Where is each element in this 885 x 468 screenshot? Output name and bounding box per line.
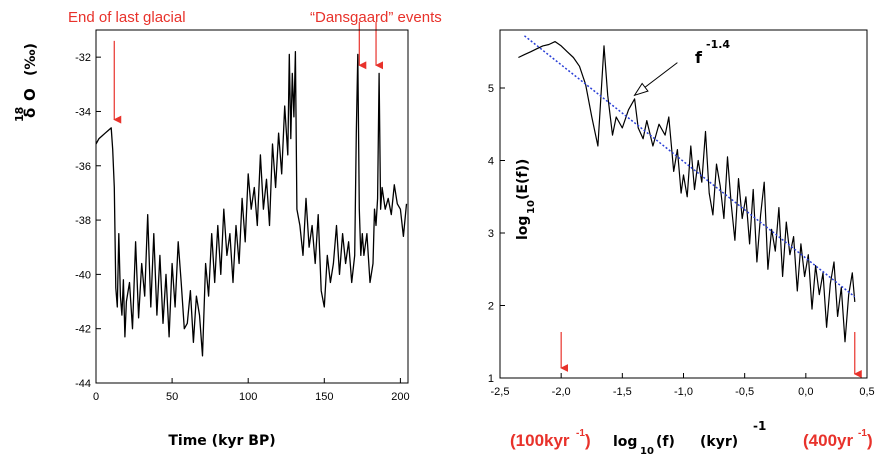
right-xlabel-sub: 10 [640,446,654,457]
left-ylabel-unit: (‰) [23,43,39,76]
right-xtick-label: -1,0 [674,386,693,398]
annotation-100kyr-main: (100kyr [510,431,570,450]
annotation-400yr: (400yr -1 ) [803,428,873,450]
annotation-power-law: f -1.4 [695,38,730,67]
left-chart-ticks: 0 50 100 150 200 -44 -42 -40 -38 -36 -34 -32 [75,52,409,403]
left-xtick-label: 100 [239,391,257,403]
left-ytick-label: -36 [75,161,91,173]
left-ytick-label: -34 [75,106,91,118]
left-chart-series [95,51,408,357]
left-ytick-label: -42 [75,324,91,336]
right-ylabel: log 10 (E(f)) [515,159,537,240]
left-plot-frame [95,29,409,384]
left-xtick-label: 0 [93,391,99,403]
left-chart-annotations [113,21,384,124]
left-ytick-label: -38 [75,215,91,227]
annotation-end-of-last-glacial: End of last glacial [68,9,186,26]
annotation-100kyr: (100kyr -1 ) [510,428,591,450]
right-xtick-label: 0,0 [798,386,813,398]
right-xtick-label: -2,0 [552,386,571,398]
right-chart-series [518,35,856,343]
right-xlabel-power: -1 [753,419,766,433]
left-ytick-label: -32 [75,52,91,64]
spectrum-line [518,40,856,343]
right-ytick-label: 1 [488,373,494,385]
left-xtick-label: 50 [166,391,178,403]
right-xtick-label: -0,5 [735,386,754,398]
right-ytick-label: 4 [488,156,494,168]
left-ylabel: δ 18 O (‰) [13,43,39,122]
power-law-arrow-head [633,82,649,97]
left-ylabel-element: O [21,88,39,101]
left-ylabel-symbol: δ [21,108,39,118]
annotation-100kyr-suffix: ) [585,431,591,450]
right-xtick-label: -2,5 [491,386,510,398]
right-chart-annotations [560,62,862,378]
right-xtick-label: 0,5 [859,386,874,398]
annotation-power-law-f: f [695,48,703,67]
left-chart: 0 50 100 150 200 -44 -42 -40 -38 -36 -34 -32 Time (… [13,9,442,449]
left-ytick-label: -40 [75,269,91,281]
annotation-dansgaard-events: “Dansgaard” events [310,9,442,26]
left-ytick-label: -44 [75,378,91,390]
left-series-line-0 [95,51,408,357]
right-ytick-label: 2 [488,301,494,313]
right-ytick-label: 5 [488,83,494,95]
right-ytick-label: 3 [488,228,494,240]
right-ylabel-main: log [515,216,531,240]
left-xtick-label: 200 [391,391,409,403]
annotation-100kyr-sup: -1 [576,428,585,439]
annotation-400yr-sup: -1 [858,428,867,439]
right-plot-frame [499,29,868,379]
right-xtick-label: -1,5 [613,386,632,398]
right-xlabel-unit: (kyr) [700,434,738,450]
left-xlabel: Time (kyr BP) [168,433,275,449]
annotation-400yr-suffix: ) [867,431,873,450]
annotation-power-law-exponent: -1.4 [706,38,730,51]
right-chart-ticks: -2,5 -2,0 -1,5 -1,0 -0,5 0,0 0,5 1 2 3 4 5 [488,83,875,398]
left-xtick-label: 150 [315,391,333,403]
right-xlabel: log 10 (f) (kyr) -1 [613,419,766,457]
annotation-400yr-main: (400yr [803,431,853,450]
right-xlabel-arg: (f) [656,434,675,450]
right-chart: -2,5 -2,0 -1,5 -1,0 -0,5 0,0 0,5 1 2 3 4 5 log 10 (… [488,29,875,457]
right-xlabel-main: log [613,434,637,450]
right-ylabel-sub: 10 [526,200,537,214]
left-ylabel-iso: 18 [13,107,26,122]
right-ylabel-arg: (E(f)) [515,159,531,200]
